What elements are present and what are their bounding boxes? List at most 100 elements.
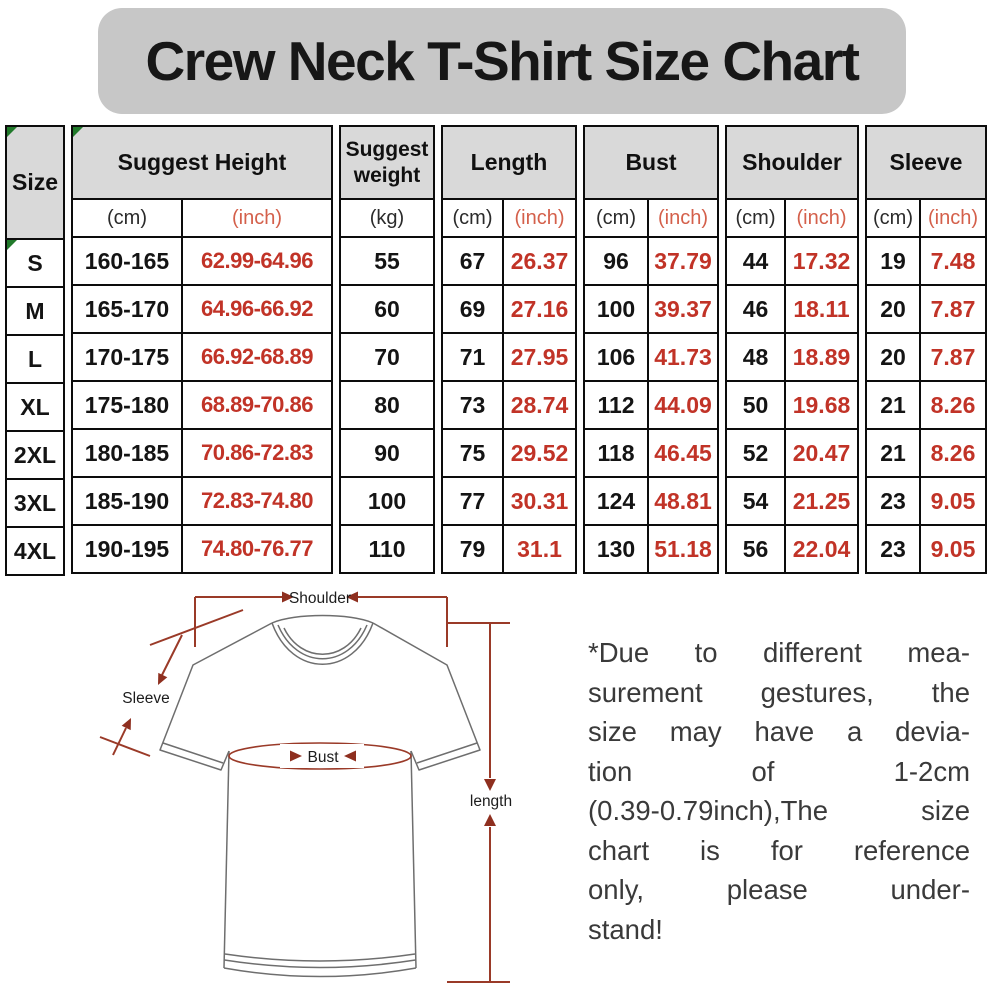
cell: 19.68	[784, 380, 859, 430]
cell: 8.26	[919, 428, 987, 478]
cell: 100	[339, 476, 435, 526]
disclaimer-line: tion of 1-2cm	[588, 755, 970, 787]
unit-cell: (cm)	[583, 198, 649, 238]
cell: 67	[441, 236, 504, 286]
collar-bottom	[271, 622, 374, 665]
cell: 64.96-66.92	[181, 284, 333, 334]
cell: 39.37	[647, 284, 719, 334]
cell: 124	[583, 476, 649, 526]
cell: 21	[865, 428, 921, 478]
group-header-cell: Bust	[583, 125, 719, 200]
cell: 69	[441, 284, 504, 334]
cell: 27.16	[502, 284, 577, 334]
arrow-left-icon	[344, 750, 356, 762]
cell: 8.26	[919, 380, 987, 430]
cell: 70.86-72.83	[181, 428, 333, 478]
cell: 185-190	[71, 476, 183, 526]
cell: 71	[441, 332, 504, 382]
cell: 79	[441, 524, 504, 574]
cell: 18.89	[784, 332, 859, 382]
cell: 175-180	[71, 380, 183, 430]
cell: 46	[725, 284, 786, 334]
collar-rib	[283, 627, 362, 655]
group-header-cell: Suggest weight	[339, 125, 435, 200]
group-header-label: Suggest Height	[117, 149, 287, 175]
left-cuff-line	[162, 742, 224, 764]
cell: L	[5, 334, 65, 384]
weight-column-group: Suggest weight (kg) 55 60 70 80 90 100 1…	[339, 125, 435, 574]
hem-line	[224, 959, 416, 969]
size-header-label: Size	[11, 169, 59, 195]
cell: 22.04	[784, 524, 859, 574]
sleeve-label: Sleeve	[122, 690, 169, 707]
cell: 48.81	[647, 476, 719, 526]
group-header-cell: Suggest Height	[71, 125, 333, 200]
shoulder-column-group: Shoulder (cm) (inch) 44 17.32 46 18.11 48 18…	[725, 125, 859, 574]
green-corner-icon	[73, 127, 83, 137]
collar-top	[271, 614, 374, 624]
disclaimer-line: stand!	[588, 913, 663, 945]
hem-line	[224, 953, 416, 962]
cell: 74.80-76.77	[181, 524, 333, 574]
cell: 7.87	[919, 332, 987, 382]
cell: 77	[441, 476, 504, 526]
cell: 37.79	[647, 236, 719, 286]
cell: 80	[339, 380, 435, 430]
cell: 41.73	[647, 332, 719, 382]
cell: 30.31	[502, 476, 577, 526]
cell: M	[5, 286, 65, 336]
cell: 20.47	[784, 428, 859, 478]
unit-cell: (cm)	[441, 198, 504, 238]
cell: 52	[725, 428, 786, 478]
cell: 31.1	[502, 524, 577, 574]
cell: 165-170	[71, 284, 183, 334]
cell: 27.95	[502, 332, 577, 382]
unit-cell: (inch)	[502, 198, 577, 238]
tshirt-measurement-diagram: Shoulder Sleeve Bust length	[99, 590, 512, 983]
cell: 75	[441, 428, 504, 478]
sleeve-measure-line	[112, 634, 183, 756]
cell: 73	[441, 380, 504, 430]
measurement-lines	[99, 596, 510, 983]
cell: XL	[5, 382, 65, 432]
unit-cell: (inch)	[919, 198, 987, 238]
cell: 46.45	[647, 428, 719, 478]
disclaimer-line: *Due to different mea-	[588, 637, 970, 668]
cell: 28.74	[502, 380, 577, 430]
body-left-edge	[223, 750, 230, 969]
cell: 54	[725, 476, 786, 526]
cell: 55	[339, 236, 435, 286]
cell-label: S	[27, 249, 43, 276]
sleeve-column-group: Sleeve (cm) (inch) 19 7.48 20 7.87 20 7.87 2…	[865, 125, 987, 574]
cell: 190-195	[71, 524, 183, 574]
cell: 17.32	[784, 236, 859, 286]
cell: 170-175	[71, 332, 183, 382]
cell: 4XL	[5, 526, 65, 576]
unit-cell: (inch)	[647, 198, 719, 238]
cell: 130	[583, 524, 649, 574]
cell: 118	[583, 428, 649, 478]
cell: 66.92-68.89	[181, 332, 333, 382]
cell: 160-165	[71, 236, 183, 286]
group-header-cell: Shoulder	[725, 125, 859, 200]
cell: 29.52	[502, 428, 577, 478]
group-header-cell: Length	[441, 125, 577, 200]
cell: 62.99-64.96	[181, 236, 333, 286]
cell: 18.11	[784, 284, 859, 334]
cell: 68.89-70.86	[181, 380, 333, 430]
cell: 56	[725, 524, 786, 574]
cell: 7.48	[919, 236, 987, 286]
arrow-upright-icon	[121, 718, 131, 731]
cell: 19	[865, 236, 921, 286]
unit-cell: (kg)	[339, 198, 435, 238]
shoulder-measure-line	[194, 596, 448, 647]
arrowheads	[121, 591, 496, 826]
cell: 51.18	[647, 524, 719, 574]
cell: 70	[339, 332, 435, 382]
cell: 3XL	[5, 478, 65, 528]
unit-cell: (cm)	[71, 198, 183, 238]
size-column: Size S M L XL 2XL 3XL 4XL	[5, 125, 65, 576]
unit-cell: (cm)	[865, 198, 921, 238]
cell: 20	[865, 284, 921, 334]
